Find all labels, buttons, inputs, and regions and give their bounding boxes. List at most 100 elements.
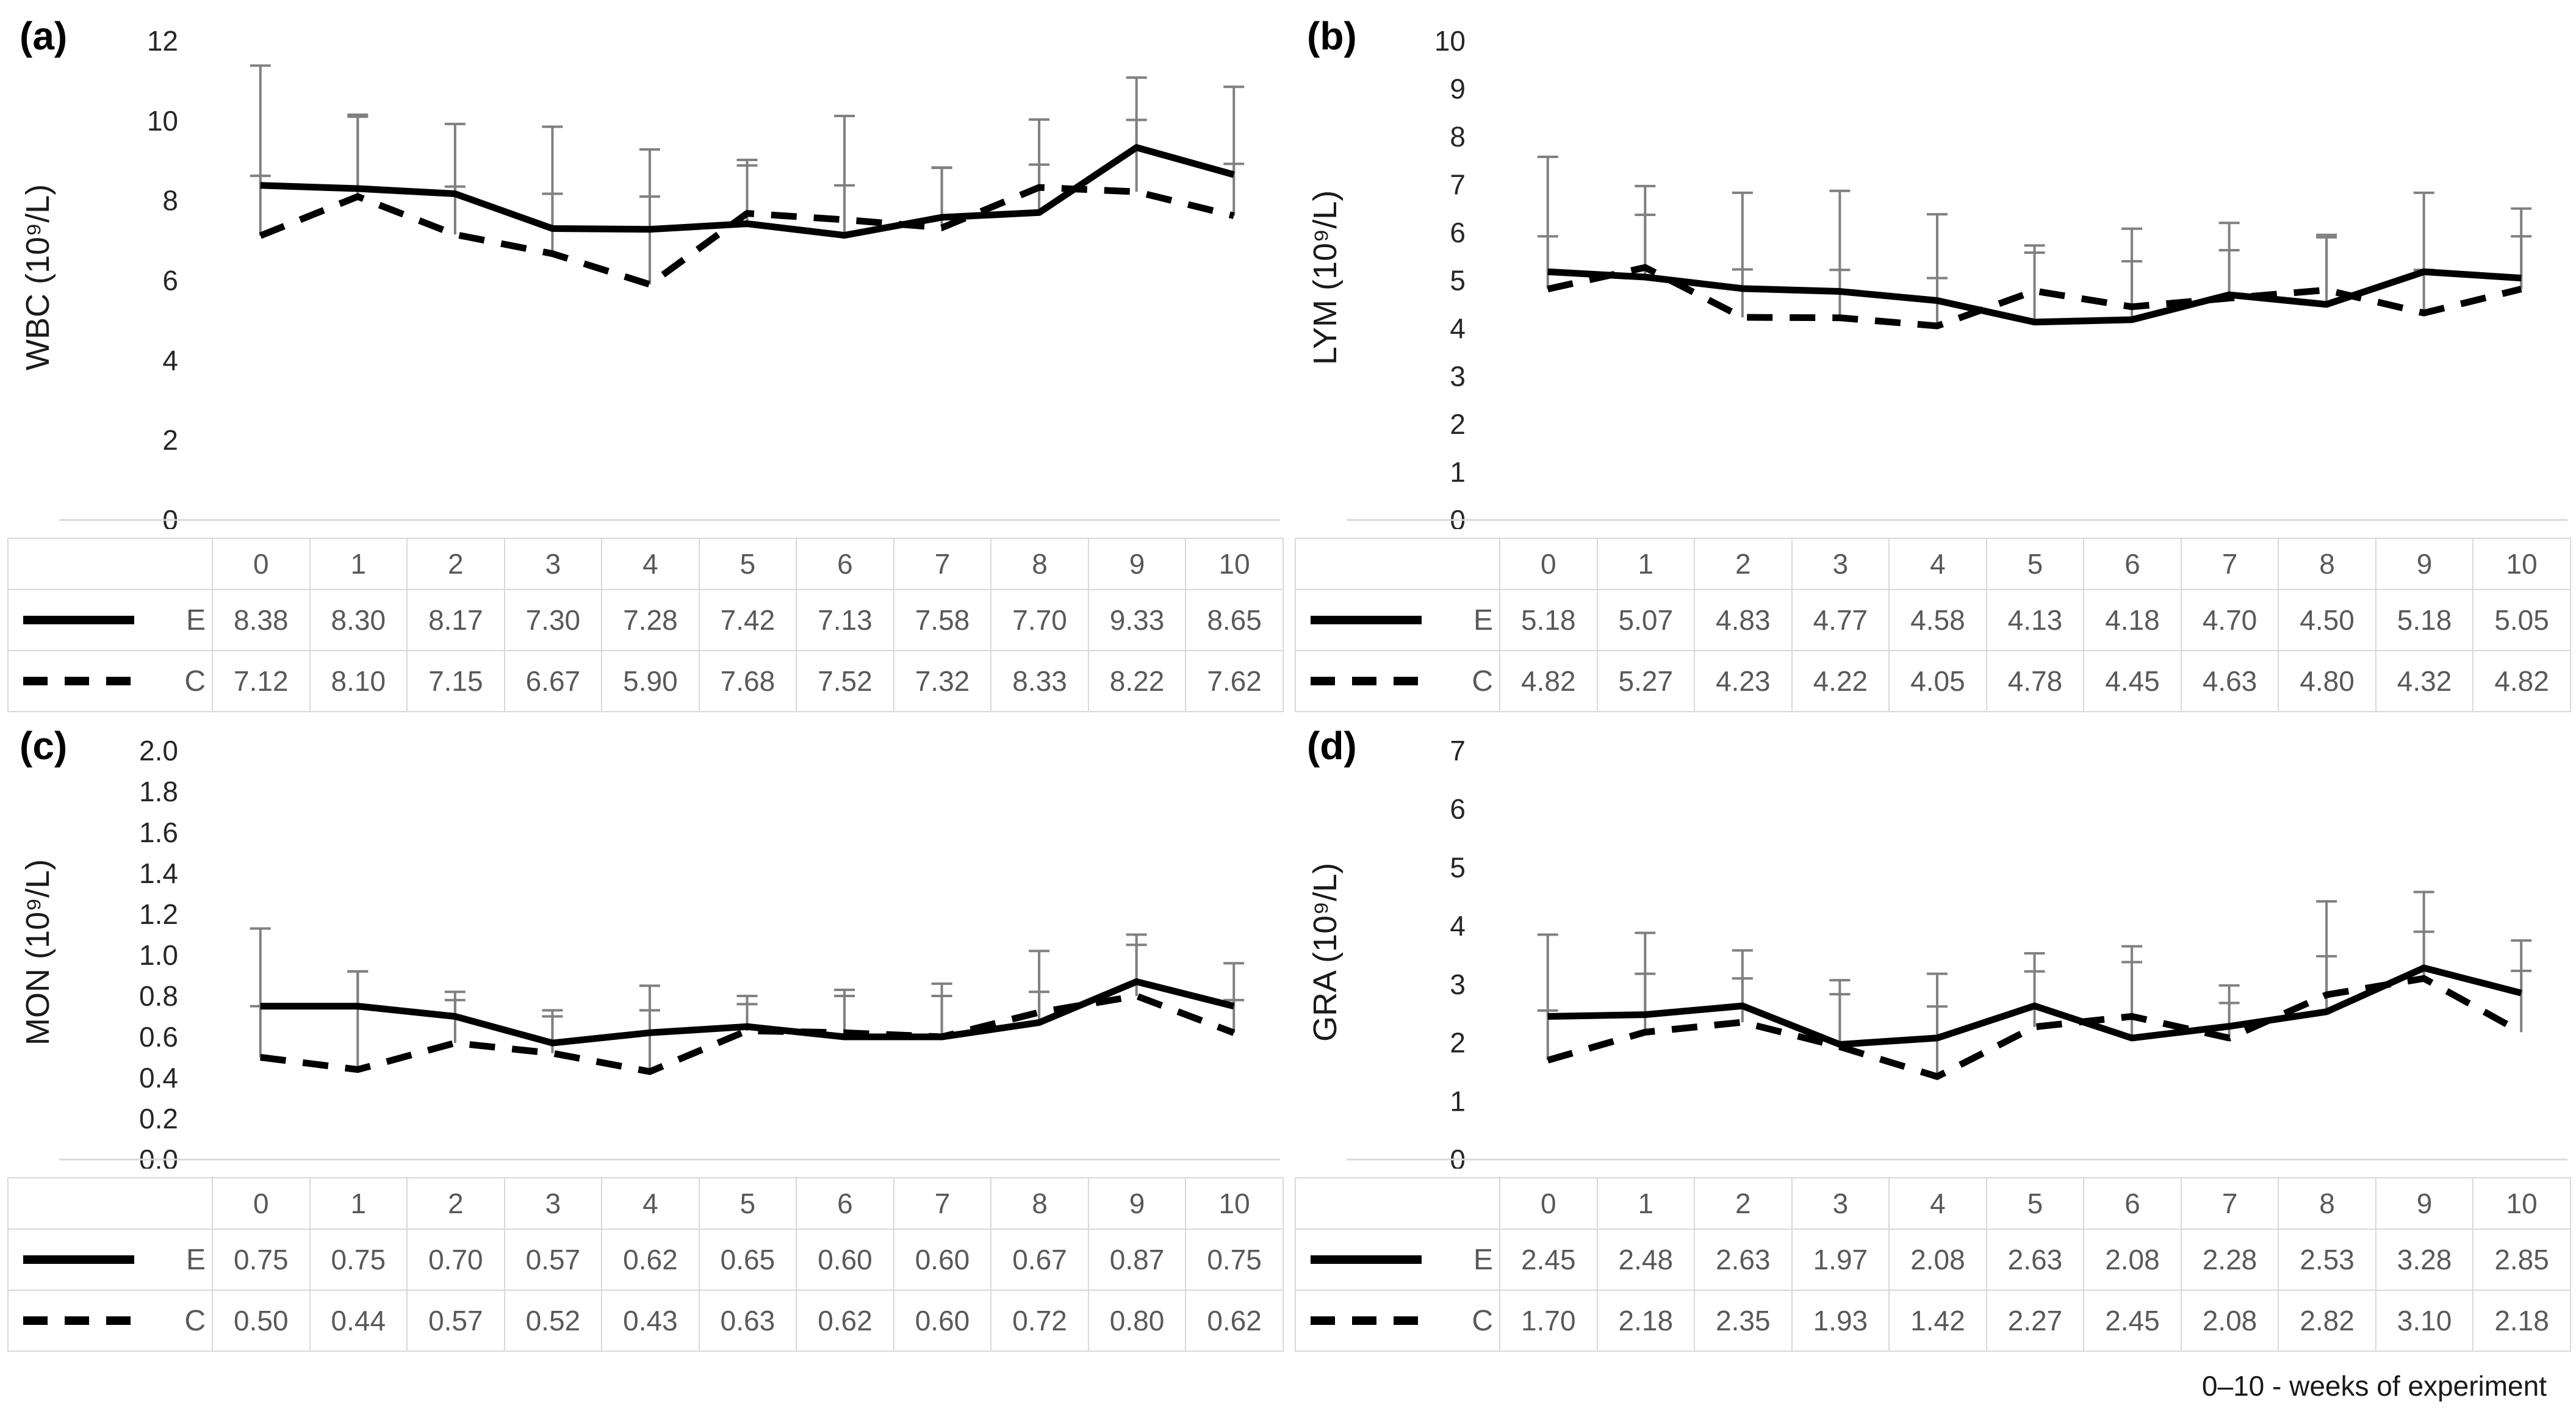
value-cell: 8.10 [309, 650, 408, 712]
y-tick-label: 6 [1450, 793, 1466, 825]
value-cell: 5.27 [1596, 650, 1696, 712]
value-cell: 1.42 [1888, 1290, 1987, 1352]
value-cell: 0.70 [406, 1228, 505, 1291]
dashed-line-swatch-icon [23, 677, 134, 685]
value-cell: 3.28 [2375, 1228, 2474, 1291]
series-row-E: E 5.18 5.07 4.83 4.77 4.58 4.13 4.18 4.70 4.50 5.1… [1295, 589, 2571, 651]
value-cell: 4.77 [1791, 589, 1890, 651]
week-header-cell: 10 [2472, 1177, 2571, 1230]
week-header-cell: 6 [796, 538, 894, 590]
y-tick-label: 4 [162, 344, 178, 376]
value-cell: 2.63 [1985, 1228, 2085, 1291]
y-tick-label: 0 [1450, 1144, 1466, 1169]
value-cell: 4.82 [2472, 650, 2571, 712]
series-row-C: C 1.70 2.18 2.35 1.93 1.42 2.27 2.45 2.08 2.82 3.1… [1295, 1290, 2571, 1352]
week-header-cell: 10 [1185, 1177, 1284, 1230]
y-tick-label: 4 [1450, 910, 1466, 942]
y-tick-label: 1.0 [139, 939, 178, 971]
week-header-row: 0 1 2 3 4 5 6 7 8 9 10 [1295, 1177, 2571, 1230]
solid-line-swatch-icon [23, 616, 134, 624]
y-tick-label: 8 [1450, 121, 1466, 153]
week-header-cell: 4 [601, 538, 700, 590]
value-cell: 0.75 [309, 1228, 408, 1291]
error-bars-C [250, 943, 1245, 1072]
value-cell: 5.90 [601, 650, 700, 712]
value-cell: 2.18 [1596, 1290, 1696, 1352]
week-header-cell: 4 [1888, 538, 1987, 590]
value-cell: 4.45 [2083, 650, 2182, 712]
dashed-line-swatch-icon [1311, 677, 1422, 685]
table-corner-cell [1295, 538, 1500, 590]
week-header-cell: 5 [698, 538, 797, 590]
y-tick-label: 2 [1450, 408, 1466, 440]
y-tick-label: 3 [1450, 361, 1466, 392]
week-header-cell: 1 [1596, 538, 1696, 590]
value-cell: 0.60 [893, 1290, 992, 1352]
y-tick-label: 2.0 [139, 735, 178, 767]
value-cell: 0.87 [1087, 1228, 1187, 1291]
panel-d-label: (d) [1307, 724, 1357, 768]
value-cell: 0.44 [309, 1290, 408, 1352]
week-header-cell: 1 [309, 1177, 408, 1230]
week-header-cell: 8 [2278, 1177, 2376, 1230]
y-tick-label: 0.0 [139, 1144, 178, 1169]
week-header-cell: 7 [2180, 538, 2279, 590]
value-cell: 2.08 [1888, 1228, 1987, 1291]
chart-d-y-axis-title: GRA (10⁹/L) [1307, 862, 1344, 1042]
chart-d: (d) GRA (10⁹/L) 7 6 5 4 3 2 1 0 [1295, 717, 2570, 1169]
panel-a: (a) WBC (10⁹/L) 12 10 8 6 4 2 0 0 1 2 3 4 5 6 7 8 9 10 E 8… [7, 7, 1284, 712]
series-row-E: E 8.38 8.30 8.17 7.30 7.28 7.42 7.13 7.58 7.70 9.3… [7, 589, 1284, 651]
value-cell: 7.70 [990, 589, 1089, 651]
panel-c: (c) MON (10⁹/L) 2.0 1.8 1.6 1.4 1.2 1.0 0.8 0.6… [7, 717, 1284, 1352]
series-name-label: E [185, 1243, 206, 1276]
value-cell: 4.23 [1694, 650, 1793, 712]
value-cell: 4.13 [1985, 589, 2085, 651]
value-cell: 7.52 [796, 650, 894, 712]
legend-cell-E: E [7, 1228, 213, 1291]
value-cell: 7.15 [406, 650, 505, 712]
series-row-C: C 4.82 5.27 4.23 4.22 4.05 4.78 4.45 4.63 4.80 4.3… [1295, 650, 2571, 712]
week-header-cell: 8 [990, 538, 1089, 590]
y-tick-label: 9 [1450, 73, 1466, 105]
value-cell: 8.22 [1087, 650, 1187, 712]
value-cell: 5.07 [1596, 589, 1696, 651]
y-tick-label: 10 [1434, 25, 1466, 57]
value-cell: 1.70 [1499, 1290, 1598, 1352]
week-header-cell: 2 [406, 1177, 505, 1230]
value-cell: 4.80 [2278, 650, 2376, 712]
y-tick-label: 2 [162, 424, 178, 456]
y-tick-label: 7 [1450, 169, 1466, 201]
week-header-cell: 0 [1499, 538, 1598, 590]
series-name-label: E [1473, 1243, 1493, 1276]
value-cell: 0.43 [601, 1290, 700, 1352]
value-cell: 7.42 [698, 589, 797, 651]
y-tick-label: 5 [1450, 851, 1466, 883]
y-tick-label: 7 [1450, 735, 1466, 767]
value-cell: 0.75 [1185, 1228, 1284, 1291]
y-tick-label: 0.6 [139, 1021, 178, 1053]
chart-c-y-axis-title: MON (10⁹/L) [20, 859, 56, 1045]
solid-line-swatch-icon [1311, 1255, 1422, 1264]
table-corner-cell [1295, 1177, 1500, 1230]
value-cell: 0.75 [212, 1228, 311, 1291]
chart-c: (c) MON (10⁹/L) 2.0 1.8 1.6 1.4 1.2 1.0 0.8 0.6… [7, 717, 1283, 1169]
value-cell: 4.58 [1888, 589, 1987, 651]
y-tick-label: 2 [1450, 1027, 1466, 1059]
value-cell: 0.62 [1185, 1290, 1284, 1352]
week-header-cell: 9 [1087, 538, 1187, 590]
week-header-cell: 6 [2083, 538, 2182, 590]
series-name-label: E [185, 604, 206, 637]
value-cell: 7.32 [893, 650, 992, 712]
value-cell: 5.18 [1499, 589, 1598, 651]
value-cell: 2.85 [2472, 1228, 2571, 1291]
week-header-cell: 2 [1694, 1177, 1793, 1230]
value-cell: 2.08 [2083, 1228, 2182, 1291]
value-cell: 7.68 [698, 650, 797, 712]
series-name-label: C [184, 1304, 206, 1337]
chart-a-data-table: 0 1 2 3 4 5 6 7 8 9 10 E 8.38 8.30 8.17 7.30 7.28 7.42 7.1… [7, 538, 1284, 712]
chart-a-canvas: 12 10 8 6 4 2 0 [59, 25, 1280, 529]
series-line-E [1547, 964, 2522, 1048]
series-name-label: E [1473, 604, 1493, 637]
value-cell: 7.30 [503, 589, 603, 651]
